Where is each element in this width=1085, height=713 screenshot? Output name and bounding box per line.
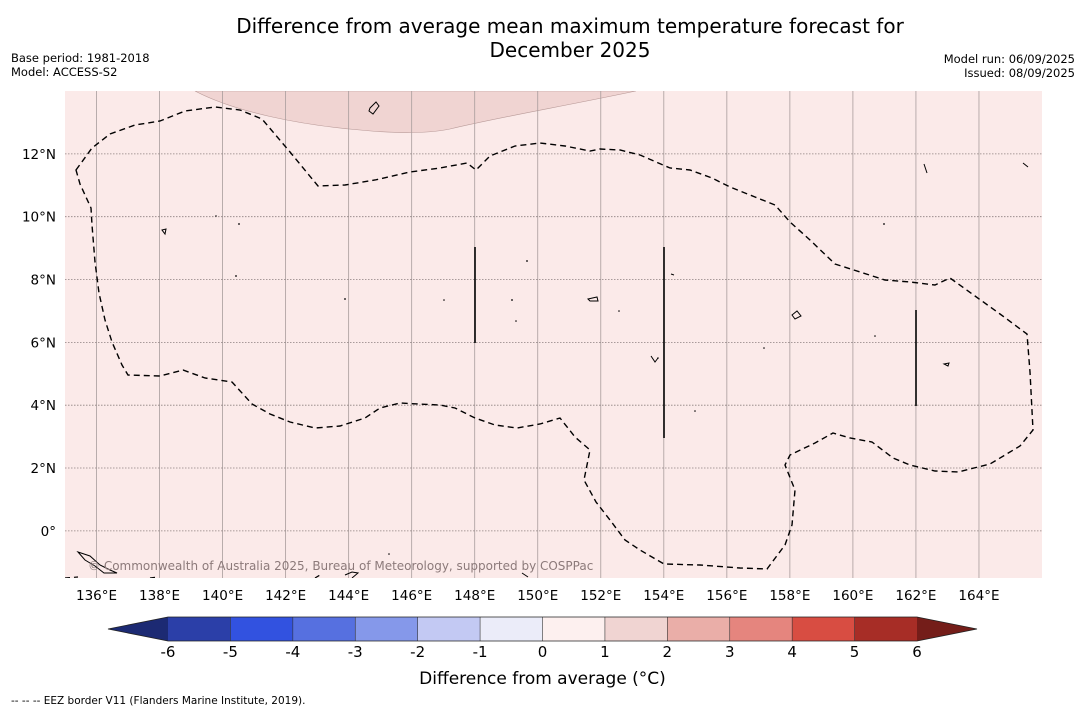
colorbar-segment bbox=[542, 617, 605, 641]
map-background bbox=[65, 91, 1042, 578]
colorbar-segment bbox=[292, 617, 356, 641]
copyright-text: © Commonwealth of Australia 2025, Bureau… bbox=[88, 559, 593, 573]
lon-tick-label: 138°E bbox=[139, 588, 180, 604]
colorbar-tick-label: -5 bbox=[222, 643, 238, 661]
lat-tick-label: 2°N bbox=[31, 461, 56, 477]
colorbar-segment bbox=[604, 617, 668, 641]
colorbar-tick-label: -2 bbox=[410, 643, 426, 661]
colorbar-tick-label: -1 bbox=[472, 643, 488, 661]
title-line-1: Difference from average mean maximum tem… bbox=[236, 14, 904, 38]
lon-tick-label: 154°E bbox=[643, 588, 684, 604]
colorbar-tick-label: -4 bbox=[285, 643, 301, 661]
colorbar-tick-label: 4 bbox=[787, 643, 797, 661]
colorbar-tick-label: -3 bbox=[347, 643, 363, 661]
islands bbox=[76, 101, 1029, 578]
colorbar bbox=[107, 616, 978, 642]
lat-tick-label: 0° bbox=[41, 524, 56, 540]
colorbar-segment bbox=[854, 617, 917, 641]
lat-tick-label: 12°N bbox=[22, 147, 56, 163]
lon-tick-label: 150°E bbox=[517, 588, 558, 604]
colorbar-segment bbox=[417, 617, 481, 641]
colorbar-tick-label: -6 bbox=[160, 643, 176, 661]
lon-tick-label: 144°E bbox=[328, 588, 369, 604]
colorbar-tick-label: 1 bbox=[600, 643, 610, 661]
colorbar-tick-label: 3 bbox=[724, 643, 735, 661]
colorbar-segment bbox=[667, 617, 730, 641]
colorbar-segment bbox=[480, 617, 543, 641]
colorbar-outline bbox=[107, 616, 978, 642]
colorbar-segment bbox=[792, 617, 855, 641]
lat-tick-label: 4°N bbox=[31, 398, 56, 414]
lon-tick-label: 162°E bbox=[895, 588, 936, 604]
lon-tick-label: 156°E bbox=[706, 588, 747, 604]
eez-border-southwest bbox=[65, 574, 321, 578]
colorbar-tick-label: 2 bbox=[662, 643, 673, 661]
model-name: Model: ACCESS-S2 bbox=[11, 65, 118, 79]
colorbar-extend-min bbox=[108, 617, 168, 641]
meta-left: Base period: 1981-2018 Model: ACCESS-S2 bbox=[11, 51, 150, 79]
latitude-labels: 0° 2°N 4°N 6°N 8°N 10°N 12°N bbox=[22, 147, 56, 540]
title-line-2: December 2025 bbox=[489, 38, 651, 62]
lon-tick-label: 160°E bbox=[832, 588, 873, 604]
lat-tick-label: 10°N bbox=[22, 210, 56, 226]
lon-tick-label: 152°E bbox=[580, 588, 621, 604]
lon-tick-label: 158°E bbox=[769, 588, 810, 604]
lat-tick-label: 6°N bbox=[31, 335, 56, 351]
issued-date: Issued: 08/09/2025 bbox=[964, 66, 1075, 80]
base-period: Base period: 1981-2018 bbox=[11, 51, 150, 65]
map-area: © Commonwealth of Australia 2025, Bureau… bbox=[65, 91, 1042, 578]
colorbar-segment bbox=[168, 617, 231, 641]
colorbar-segment bbox=[729, 617, 793, 641]
lon-tick-label: 164°E bbox=[958, 588, 999, 604]
small-atolls bbox=[215, 215, 885, 555]
colorbar-tick-label: 0 bbox=[537, 643, 548, 661]
colorbar-segment bbox=[355, 617, 418, 641]
chart-title: Difference from average mean maximum tem… bbox=[170, 14, 970, 62]
colorbar-tick-label: 5 bbox=[849, 643, 860, 661]
lon-tick-label: 140°E bbox=[202, 588, 243, 604]
colorbar-segment bbox=[230, 617, 293, 641]
warmer-anomaly-region bbox=[194, 91, 637, 133]
lon-tick-label: 136°E bbox=[76, 588, 117, 604]
meta-right: Model run: 06/09/2025 Issued: 08/09/2025 bbox=[944, 52, 1075, 80]
lon-tick-label: 146°E bbox=[391, 588, 432, 604]
colorbar-title: Difference from average (°C) bbox=[419, 669, 666, 689]
footnote: -- -- -- EEZ border V11 (Flanders Marine… bbox=[11, 695, 306, 707]
model-run: Model run: 06/09/2025 bbox=[943, 52, 1075, 66]
colorbar-extend-max bbox=[917, 617, 977, 641]
lat-tick-label: 8°N bbox=[31, 273, 56, 289]
lon-tick-label: 142°E bbox=[265, 588, 306, 604]
lon-tick-label: 148°E bbox=[454, 588, 495, 604]
eez-border-main bbox=[75, 106, 1034, 570]
longitude-labels: 136°E 138°E 140°E 142°E 144°E 146°E 148°E 150°E… bbox=[76, 588, 1000, 604]
colorbar-tick-label: 6 bbox=[912, 643, 922, 661]
